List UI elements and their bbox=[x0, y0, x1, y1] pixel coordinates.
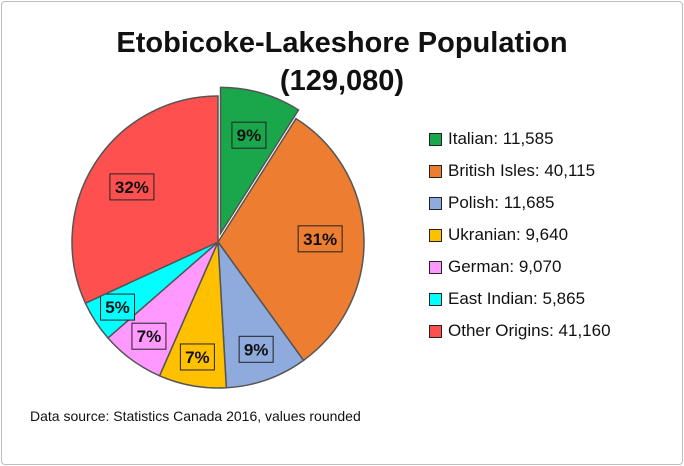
legend-item-german: German: 9,070 bbox=[429, 251, 611, 283]
legend-swatch bbox=[429, 196, 442, 210]
pie-label-british-isles: 31% bbox=[297, 225, 343, 253]
pie-label-text: 9% bbox=[244, 340, 269, 359]
legend-item-east-indian: East Indian: 5,865 bbox=[429, 283, 611, 315]
legend-label: Ukranian: 9,640 bbox=[448, 225, 569, 244]
legend-label: East Indian: 5,865 bbox=[448, 289, 586, 308]
legend-swatch bbox=[429, 228, 442, 242]
legend-swatch bbox=[429, 164, 442, 178]
pie-label-box bbox=[100, 293, 136, 321]
pie-label-box bbox=[238, 335, 274, 363]
data-source-note: Data source: Statistics Canada 2016, val… bbox=[30, 408, 361, 424]
pie-label-text: 5% bbox=[105, 298, 130, 317]
legend-item-italian: Italian: 11,585 bbox=[429, 123, 611, 155]
chart-title-text: Etobicoke-Lakeshore Population bbox=[116, 27, 568, 59]
legend-label: Other Origins: 41,160 bbox=[448, 321, 611, 340]
legend-item-british-isles: British Isles: 40,115 bbox=[429, 155, 611, 187]
pie-label-text: 7% bbox=[137, 327, 162, 346]
pie-label-polish: 9% bbox=[238, 335, 274, 363]
legend-item-other-origins: Other Origins: 41,160 bbox=[429, 315, 611, 347]
pie-label-box bbox=[131, 322, 167, 350]
legend-label: British Isles: 40,115 bbox=[448, 161, 596, 180]
legend-label: German: 9,070 bbox=[448, 257, 562, 276]
chart-legend: Italian: 11,585 British Isles: 40,115 Poli… bbox=[429, 123, 611, 347]
legend-swatch bbox=[429, 260, 442, 274]
pie-label-ukranian: 7% bbox=[179, 343, 215, 371]
pie-label-east-indian: 5% bbox=[100, 293, 136, 321]
legend-label: Polish: 11,685 bbox=[448, 193, 555, 212]
legend-item-ukranian: Ukranian: 9,640 bbox=[429, 219, 611, 251]
pie-label-box bbox=[297, 225, 343, 253]
pie-label-other-origins: 32% bbox=[109, 173, 155, 201]
pie-slice-british-isles bbox=[217, 117, 365, 362]
legend-swatch bbox=[429, 292, 442, 306]
legend-swatch bbox=[429, 132, 442, 146]
pie-label-text: 31% bbox=[303, 230, 337, 249]
pie-label-box bbox=[109, 173, 155, 201]
chart-title: Etobicoke-Lakeshore Population (129,080) bbox=[0, 24, 684, 100]
pie-label-italian: 9% bbox=[231, 121, 267, 149]
pie-label-german: 7% bbox=[131, 322, 167, 350]
pie-label-box bbox=[231, 121, 267, 149]
legend-item-polish: Polish: 11,685 bbox=[429, 187, 611, 219]
legend-swatch bbox=[429, 324, 442, 338]
pie-label-box bbox=[179, 343, 215, 371]
legend-label: Italian: 11,585 bbox=[448, 129, 554, 148]
pie-label-text: 7% bbox=[185, 348, 210, 367]
pie-label-text: 32% bbox=[115, 178, 149, 197]
pie-label-text: 9% bbox=[237, 126, 262, 145]
chart-subtitle-text: (129,080) bbox=[279, 65, 405, 97]
